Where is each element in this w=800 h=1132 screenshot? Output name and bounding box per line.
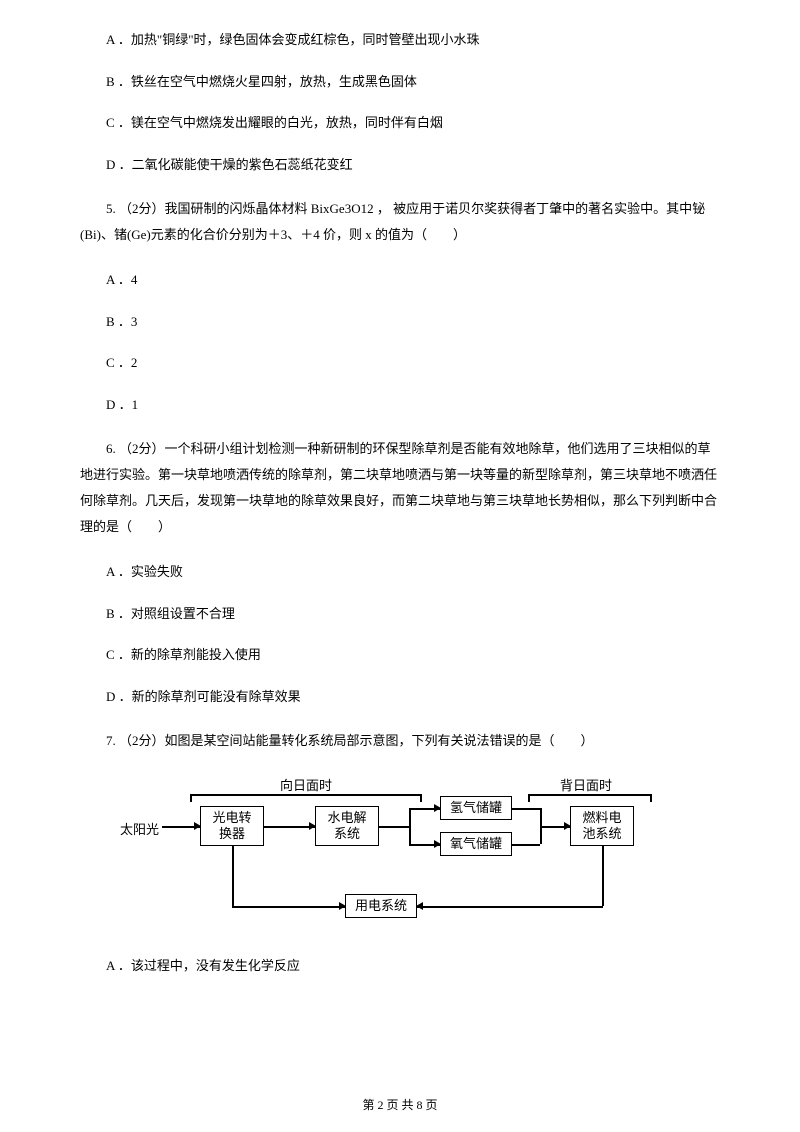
diagram-line bbox=[528, 794, 650, 796]
prev-option-a: A ．加热"铜绿"时，绿色固体会变成红棕色，同时管壁出现小水珠 bbox=[80, 30, 720, 50]
diagram-arrow bbox=[417, 906, 603, 908]
q6-option-c: C ．新的除草剂能投入使用 bbox=[80, 645, 720, 665]
q6-option-b: B ．对照组设置不合理 bbox=[80, 604, 720, 624]
diagram-line bbox=[602, 846, 604, 906]
diagram-right-label: 背日面时 bbox=[560, 776, 612, 796]
diagram-line bbox=[190, 794, 420, 796]
diagram-line bbox=[379, 826, 409, 828]
diagram-arrow bbox=[162, 826, 200, 828]
q7-diagram: 太阳光 向日面时 背日面时 光电转换器 水电解系统 氢气储罐 氧气储罐 燃料电池… bbox=[80, 776, 720, 936]
q6-option-d: D ．新的除草剂可能没有除草效果 bbox=[80, 687, 720, 707]
diagram-line bbox=[232, 846, 234, 906]
diagram-node-electrolysis: 水电解系统 bbox=[315, 806, 379, 846]
prev-option-c: C ．镁在空气中燃烧发出耀眼的白光，放热，同时伴有白烟 bbox=[80, 113, 720, 133]
q5-option-a: A ．4 bbox=[80, 270, 720, 290]
diagram-node-h2: 氢气储罐 bbox=[440, 796, 512, 820]
diagram-arrow bbox=[540, 826, 570, 828]
diagram-sun-label: 太阳光 bbox=[120, 820, 159, 840]
prev-option-b: B ．铁丝在空气中燃烧火星四射，放热，生成黑色固体 bbox=[80, 72, 720, 92]
diagram-node-converter: 光电转换器 bbox=[200, 806, 264, 846]
q7-stem: 7. （2分）如图是某空间站能量转化系统局部示意图，下列有关说法错误的是（ ） bbox=[80, 728, 720, 754]
diagram-arrow bbox=[409, 844, 440, 846]
prev-option-d: D ．二氧化碳能使干燥的紫色石蕊纸花变红 bbox=[80, 155, 720, 175]
page-footer: 第 2 页 共 8 页 bbox=[0, 1096, 800, 1114]
diagram-node-fuelcell: 燃料电池系统 bbox=[570, 806, 634, 846]
q5-stem: 5. （2分）我国研制的闪烁晶体材料 BixGe3O12 ， 被应用于诺贝尔奖获… bbox=[80, 196, 720, 248]
diagram-node-o2: 氧气储罐 bbox=[440, 832, 512, 856]
diagram-line bbox=[512, 844, 540, 846]
diagram-arrow bbox=[264, 826, 315, 828]
diagram-line bbox=[512, 808, 540, 810]
diagram-left-label: 向日面时 bbox=[280, 776, 332, 796]
q5-option-d: D ．1 bbox=[80, 395, 720, 415]
q6-stem: 6. （2分）一个科研小组计划检测一种新研制的环保型除草剂是否能有效地除草，他们… bbox=[80, 436, 720, 540]
diagram-node-power: 用电系统 bbox=[345, 894, 417, 918]
q5-option-c: C ．2 bbox=[80, 353, 720, 373]
q5-option-b: B ．3 bbox=[80, 312, 720, 332]
q6-option-a: A ．实验失败 bbox=[80, 562, 720, 582]
diagram-line bbox=[409, 808, 411, 844]
diagram-line bbox=[420, 794, 422, 802]
diagram-arrow bbox=[409, 808, 440, 810]
q7-option-a: A ．该过程中，没有发生化学反应 bbox=[80, 956, 720, 976]
diagram-line bbox=[650, 794, 652, 802]
diagram-arrow bbox=[232, 906, 345, 908]
